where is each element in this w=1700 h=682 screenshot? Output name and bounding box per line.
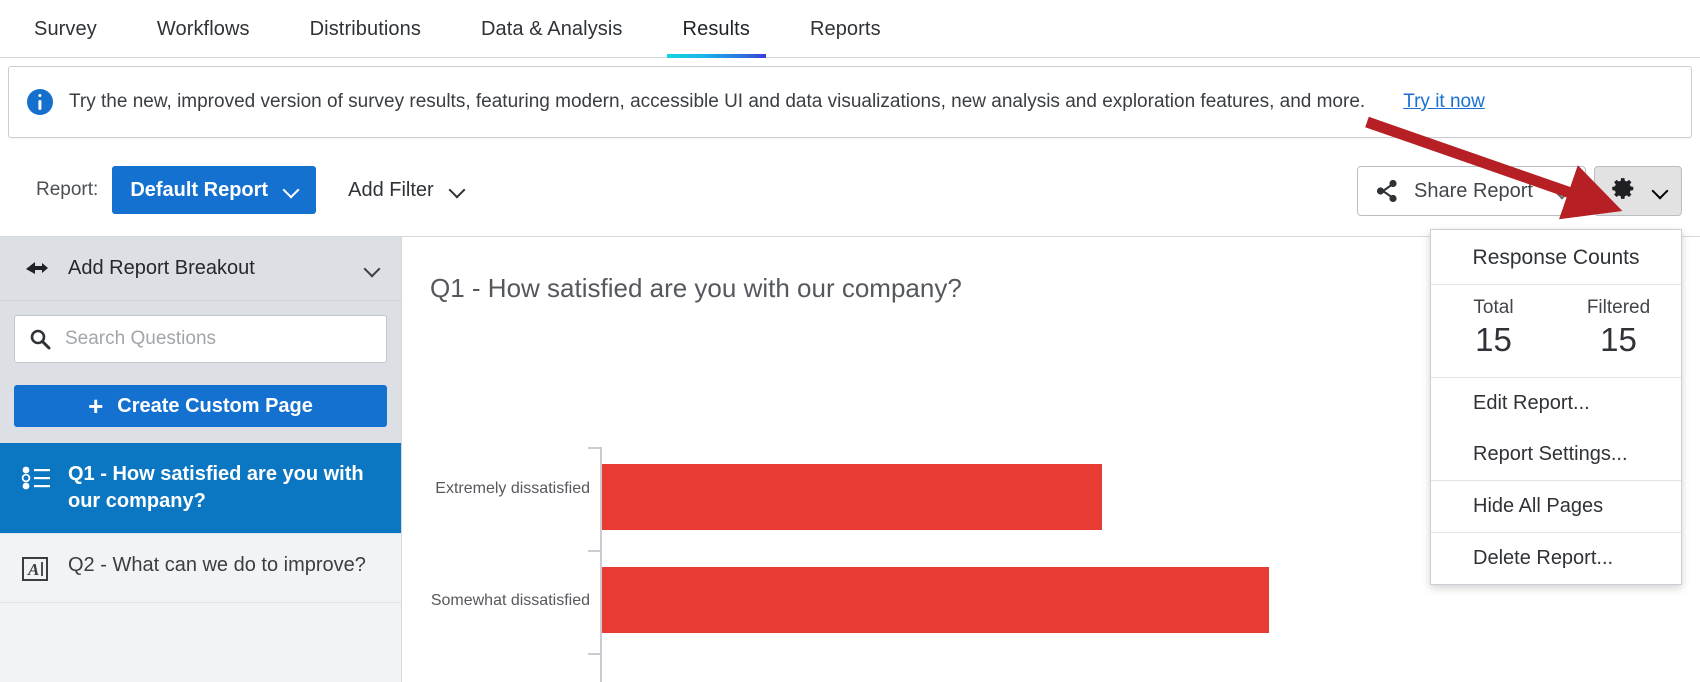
menu-divider — [1431, 480, 1681, 481]
axis-tick — [588, 447, 600, 449]
menu-item-delete-report[interactable]: Delete Report... — [1473, 547, 1614, 569]
chart-bar[interactable] — [602, 464, 1102, 530]
response-counts-header: Response Counts — [1431, 230, 1681, 285]
share-report-label: Share Report — [1414, 179, 1533, 202]
add-filter-label: Add Filter — [348, 178, 434, 201]
tab-label: Results — [682, 17, 750, 40]
tab-distributions[interactable]: Distributions — [310, 0, 421, 58]
chart-y-axis — [600, 447, 602, 682]
tab-reports[interactable]: Reports — [810, 0, 881, 58]
search-input[interactable] — [63, 327, 372, 351]
axis-tick — [588, 550, 600, 552]
create-custom-page-button[interactable]: + Create Custom Page — [14, 385, 387, 427]
chart-category-label: Somewhat dissatisfied — [430, 592, 590, 609]
report-label: Report: — [36, 179, 99, 200]
chevron-down-icon — [284, 183, 298, 197]
add-report-breakout-label: Add Report Breakout — [68, 257, 255, 279]
bar-chart: Extremely dissatisfied Somewhat dissatis… — [402, 337, 1700, 682]
tab-workflows[interactable]: Workflows — [157, 0, 250, 58]
create-custom-page-container: + Create Custom Page — [0, 373, 401, 443]
report-toolbar: Report: Default Report Add Filter — [0, 146, 1700, 236]
breakout-branch-icon — [22, 256, 52, 282]
top-navigation: Survey Workflows Distributions Data & An… — [0, 0, 1700, 58]
chart-category-label: Extremely dissatisfied — [435, 480, 590, 497]
plus-icon: + — [88, 391, 104, 421]
tab-label: Data & Analysis — [480, 17, 623, 40]
count-value: 15 — [1600, 321, 1637, 358]
response-count-filtered: Filtered 15 — [1556, 297, 1681, 359]
search-questions-container — [0, 301, 401, 373]
menu-item-edit-report[interactable]: Edit Report... — [1473, 392, 1590, 414]
sidebar-item-label: Q1 - How satisfied are you with our comp… — [68, 463, 364, 512]
info-banner: Try the new, improved version of survey … — [8, 66, 1692, 138]
report-options-button[interactable] — [1594, 166, 1682, 216]
search-questions-box[interactable] — [14, 315, 387, 363]
count-label: Filtered — [1586, 297, 1651, 318]
share-nodes-icon — [1374, 178, 1400, 204]
add-filter-button[interactable]: Add Filter — [332, 166, 480, 214]
tab-survey[interactable]: Survey — [34, 0, 97, 58]
search-icon — [29, 328, 51, 350]
create-custom-page-label: Create Custom Page — [117, 394, 313, 417]
svg-text:A: A — [27, 560, 39, 579]
sidebar-item-q1[interactable]: Q1 - How satisfied are you with our comp… — [0, 443, 401, 534]
tab-label: Distributions — [309, 17, 421, 40]
page-title: Q1 - How satisfied are you with our comp… — [430, 273, 962, 303]
chevron-down-icon — [1555, 184, 1569, 198]
axis-tick — [588, 653, 600, 655]
add-report-breakout-button[interactable]: Add Report Breakout — [0, 237, 401, 301]
tab-label: Survey — [34, 17, 97, 40]
chevron-down-icon — [450, 183, 464, 197]
share-report-button[interactable]: Share Report — [1357, 166, 1586, 216]
tab-label: Workflows — [156, 17, 250, 40]
chart-bar[interactable] — [602, 567, 1269, 633]
report-selector-label: Default Report — [130, 178, 269, 201]
tab-label: Reports — [809, 17, 881, 40]
report-selector-button[interactable]: Default Report — [112, 166, 317, 214]
chevron-down-icon — [1653, 184, 1667, 198]
menu-item-hide-all-pages[interactable]: Hide All Pages — [1473, 495, 1604, 517]
info-icon — [27, 89, 53, 115]
tab-results[interactable]: Results — [666, 0, 767, 58]
banner-message: Try the new, improved version of survey … — [69, 91, 1366, 112]
multiple-choice-icon — [20, 463, 54, 493]
text-entry-icon: A — [20, 554, 54, 584]
sidebar-item-label: Q2 - What can we do to improve? — [68, 554, 366, 576]
questions-sidebar: Add Report Breakout + Create Custom Page — [0, 236, 402, 682]
count-label: Total — [1473, 297, 1514, 318]
menu-divider — [1431, 532, 1681, 533]
chevron-down-icon — [365, 262, 379, 276]
gear-icon — [1610, 175, 1637, 207]
menu-item-report-settings[interactable]: Report Settings... — [1473, 443, 1628, 465]
tab-data-and-analysis[interactable]: Data & Analysis — [481, 0, 623, 58]
response-count-total: Total 15 — [1431, 297, 1556, 359]
response-counts: Total 15 Filtered 15 — [1431, 285, 1681, 378]
count-value: 15 — [1475, 321, 1512, 358]
try-it-now-link[interactable]: Try it now — [1403, 91, 1485, 112]
sidebar-item-q2[interactable]: A Q2 - What can we do to improve? — [0, 534, 401, 603]
report-options-menu: Response Counts Total 15 Filtered 15 Edi… — [1430, 229, 1682, 585]
